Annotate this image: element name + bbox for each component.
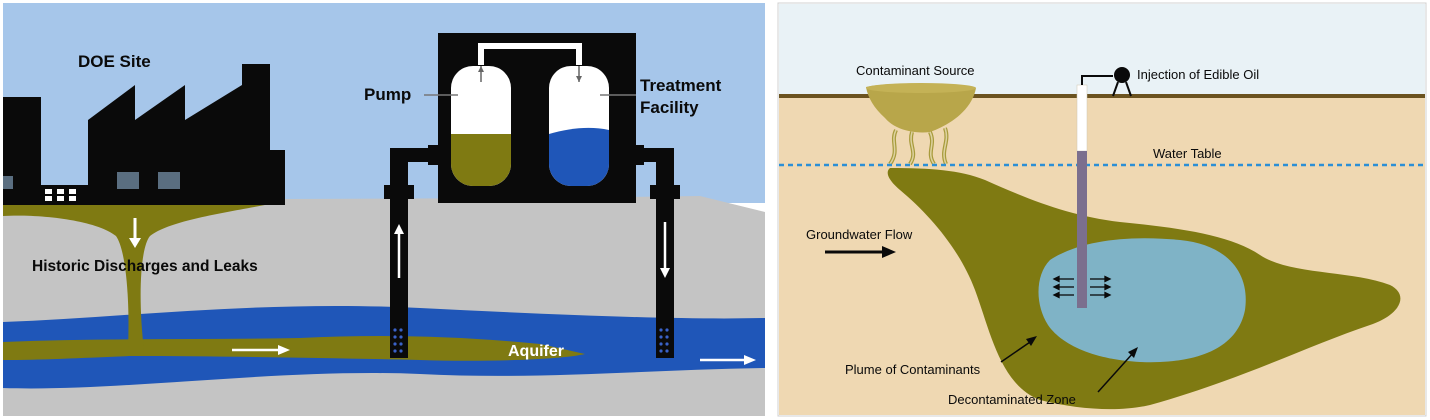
injection-well-lower: [1077, 151, 1087, 308]
groundwater-flow-arrow: [825, 246, 896, 258]
injection-well-upper: [1076, 84, 1088, 152]
contaminant-source-basin: [866, 83, 976, 133]
factory-sawtooth: [88, 64, 285, 205]
injection-well-screen: [659, 328, 669, 353]
treatment-pipe-right-drop: [576, 43, 582, 65]
zone-pointer-arrow: [1097, 347, 1138, 393]
contaminated-aquifer-band: [3, 336, 585, 361]
decontaminated-zone: [1038, 238, 1246, 363]
aquifer-flow-arrow-1: [232, 345, 290, 355]
groundwater-flow-label: Groundwater Flow: [806, 227, 913, 242]
aquifer-label: Aquifer: [508, 343, 564, 360]
injection-down-arrow: [660, 222, 670, 278]
oil-injection-arrows: [1052, 275, 1112, 299]
treatment-label-line1: Treatment: [640, 76, 722, 95]
window-left: [3, 176, 13, 189]
contaminant-seepage-funnel: [3, 204, 270, 350]
extraction-well-screen: [393, 328, 403, 353]
doe-site-label: DOE Site: [78, 52, 151, 71]
pump-label: Pump: [364, 85, 411, 104]
pump-tank: [451, 66, 511, 186]
window-factory-2: [158, 172, 180, 189]
plume-label: Plume of Contaminants: [845, 362, 981, 377]
treatment-label-line2: Facility: [640, 98, 699, 117]
oil-tank-icon: [1081, 67, 1132, 97]
drum-bands: [45, 194, 76, 196]
treatment-pipe-top: [478, 43, 582, 49]
contaminant-source-label: Contaminant Source: [856, 63, 975, 78]
treated-water-tank: [549, 66, 609, 186]
water-table-label: Water Table: [1153, 146, 1222, 161]
contaminant-source-rim: [866, 83, 976, 93]
right-panel-bioremediation: Contaminant Source Injection of Edible O…: [777, 2, 1427, 417]
left-panel-pump-and-treat: DOE Site Pump Treatment Facility Histori…: [3, 3, 765, 416]
source-drips-highlight: [889, 127, 948, 165]
discharge-down-arrow: [129, 218, 141, 248]
plume-pointer-arrow: [1000, 336, 1037, 363]
ground-surface-line: [779, 94, 1425, 98]
extraction-up-arrow: [394, 224, 404, 278]
discharge-label: Historic Discharges and Leaks: [32, 258, 258, 275]
aquifer-flow-arrow-2: [700, 355, 756, 365]
decontaminated-zone-label: Decontaminated Zone: [948, 392, 1076, 407]
right-sky: [779, 4, 1425, 96]
window-factory-1: [117, 172, 139, 189]
injection-label: Injection of Edible Oil: [1137, 67, 1259, 82]
treatment-pipe-left-drop: [478, 43, 484, 65]
